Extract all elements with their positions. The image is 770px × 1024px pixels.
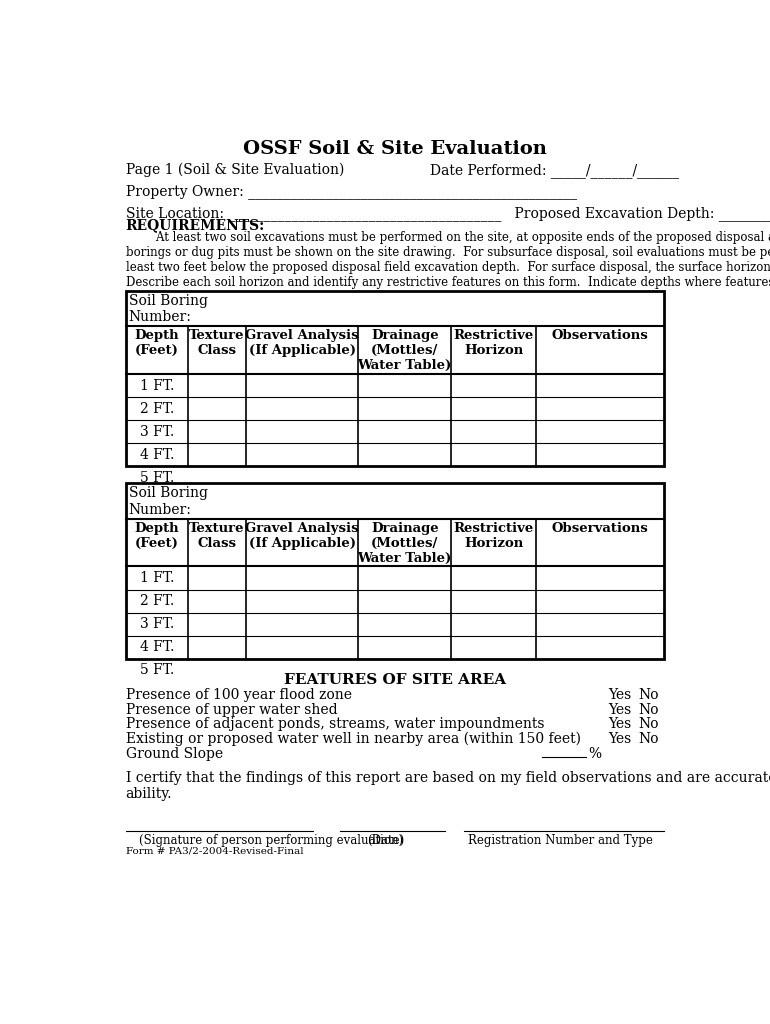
Bar — [126, 291, 664, 466]
Text: FEATURES OF SITE AREA: FEATURES OF SITE AREA — [283, 673, 506, 687]
Text: Texture
Class: Texture Class — [189, 522, 245, 550]
Text: 1 FT.: 1 FT. — [139, 571, 174, 585]
Text: 4 FT.: 4 FT. — [139, 447, 174, 462]
Text: Observations: Observations — [551, 330, 648, 342]
Text: I certify that the findings of this report are based on my field observations an: I certify that the findings of this repo… — [126, 771, 770, 802]
Text: Yes: Yes — [608, 688, 631, 702]
Text: Presence of upper water shed: Presence of upper water shed — [126, 702, 337, 717]
Text: Yes: Yes — [608, 702, 631, 717]
Text: Texture
Class: Texture Class — [189, 330, 245, 357]
Text: Depth
(Feet): Depth (Feet) — [135, 330, 179, 357]
Text: Date Performed: _____/______/______: Date Performed: _____/______/______ — [430, 163, 678, 178]
Text: 2 FT.: 2 FT. — [139, 401, 174, 416]
Text: 5 FT.: 5 FT. — [139, 471, 174, 485]
Text: No: No — [639, 718, 659, 731]
Text: Restrictive
Horizon: Restrictive Horizon — [454, 330, 534, 357]
Text: Registration Number and Type: Registration Number and Type — [468, 834, 653, 847]
Text: Gravel Analysis
(If Applicable): Gravel Analysis (If Applicable) — [245, 522, 359, 550]
Text: Depth
(Feet): Depth (Feet) — [135, 522, 179, 550]
Text: 3 FT.: 3 FT. — [139, 617, 174, 631]
Text: Observations: Observations — [551, 522, 648, 535]
Text: No: No — [639, 732, 659, 745]
Text: Existing or proposed water well in nearby area (within 150 feet): Existing or proposed water well in nearb… — [126, 732, 581, 746]
Text: Restrictive
Horizon: Restrictive Horizon — [454, 522, 534, 550]
Text: Yes: Yes — [608, 718, 631, 731]
Text: Form # PA3/2-2004-Revised-Final: Form # PA3/2-2004-Revised-Final — [126, 847, 303, 856]
Text: 4 FT.: 4 FT. — [139, 640, 174, 654]
Text: Drainage
(Mottles/
Water Table): Drainage (Mottles/ Water Table) — [357, 330, 452, 373]
Text: 2 FT.: 2 FT. — [139, 594, 174, 608]
Text: Presence of 100 year flood zone: Presence of 100 year flood zone — [126, 688, 352, 702]
Text: OSSF Soil & Site Evaluation: OSSF Soil & Site Evaluation — [243, 140, 547, 158]
Text: 5 FT.: 5 FT. — [139, 664, 174, 678]
Text: Drainage
(Mottles/
Water Table): Drainage (Mottles/ Water Table) — [357, 522, 452, 565]
Text: (Signature of person performing evaluation): (Signature of person performing evaluati… — [139, 834, 403, 847]
Text: %: % — [588, 746, 601, 761]
Text: Yes: Yes — [608, 732, 631, 745]
Text: Gravel Analysis
(If Applicable): Gravel Analysis (If Applicable) — [245, 330, 359, 357]
Text: 3 FT.: 3 FT. — [139, 425, 174, 438]
Text: 1 FT.: 1 FT. — [139, 379, 174, 392]
Text: No: No — [639, 702, 659, 717]
Text: REQUIREMENTS:: REQUIREMENTS: — [126, 218, 265, 232]
Text: Site Location: _______________________________________   Proposed Excavation Dep: Site Location: _________________________… — [126, 206, 770, 221]
Text: Ground Slope: Ground Slope — [126, 746, 223, 761]
Text: At least two soil excavations must be performed on the site, at opposite ends of: At least two soil excavations must be pe… — [126, 230, 770, 289]
Text: Property Owner: _______________________________________________: Property Owner: ________________________… — [126, 184, 577, 200]
Text: Page 1 (Soil & Site Evaluation): Page 1 (Soil & Site Evaluation) — [126, 163, 344, 177]
Text: No: No — [639, 688, 659, 702]
Text: Soil Boring
Number:: Soil Boring Number: — [129, 294, 208, 324]
Text: Presence of adjacent ponds, streams, water impoundments: Presence of adjacent ponds, streams, wat… — [126, 718, 544, 731]
Text: (Date): (Date) — [367, 834, 405, 847]
Bar — [126, 483, 664, 658]
Text: Soil Boring
Number:: Soil Boring Number: — [129, 486, 208, 516]
